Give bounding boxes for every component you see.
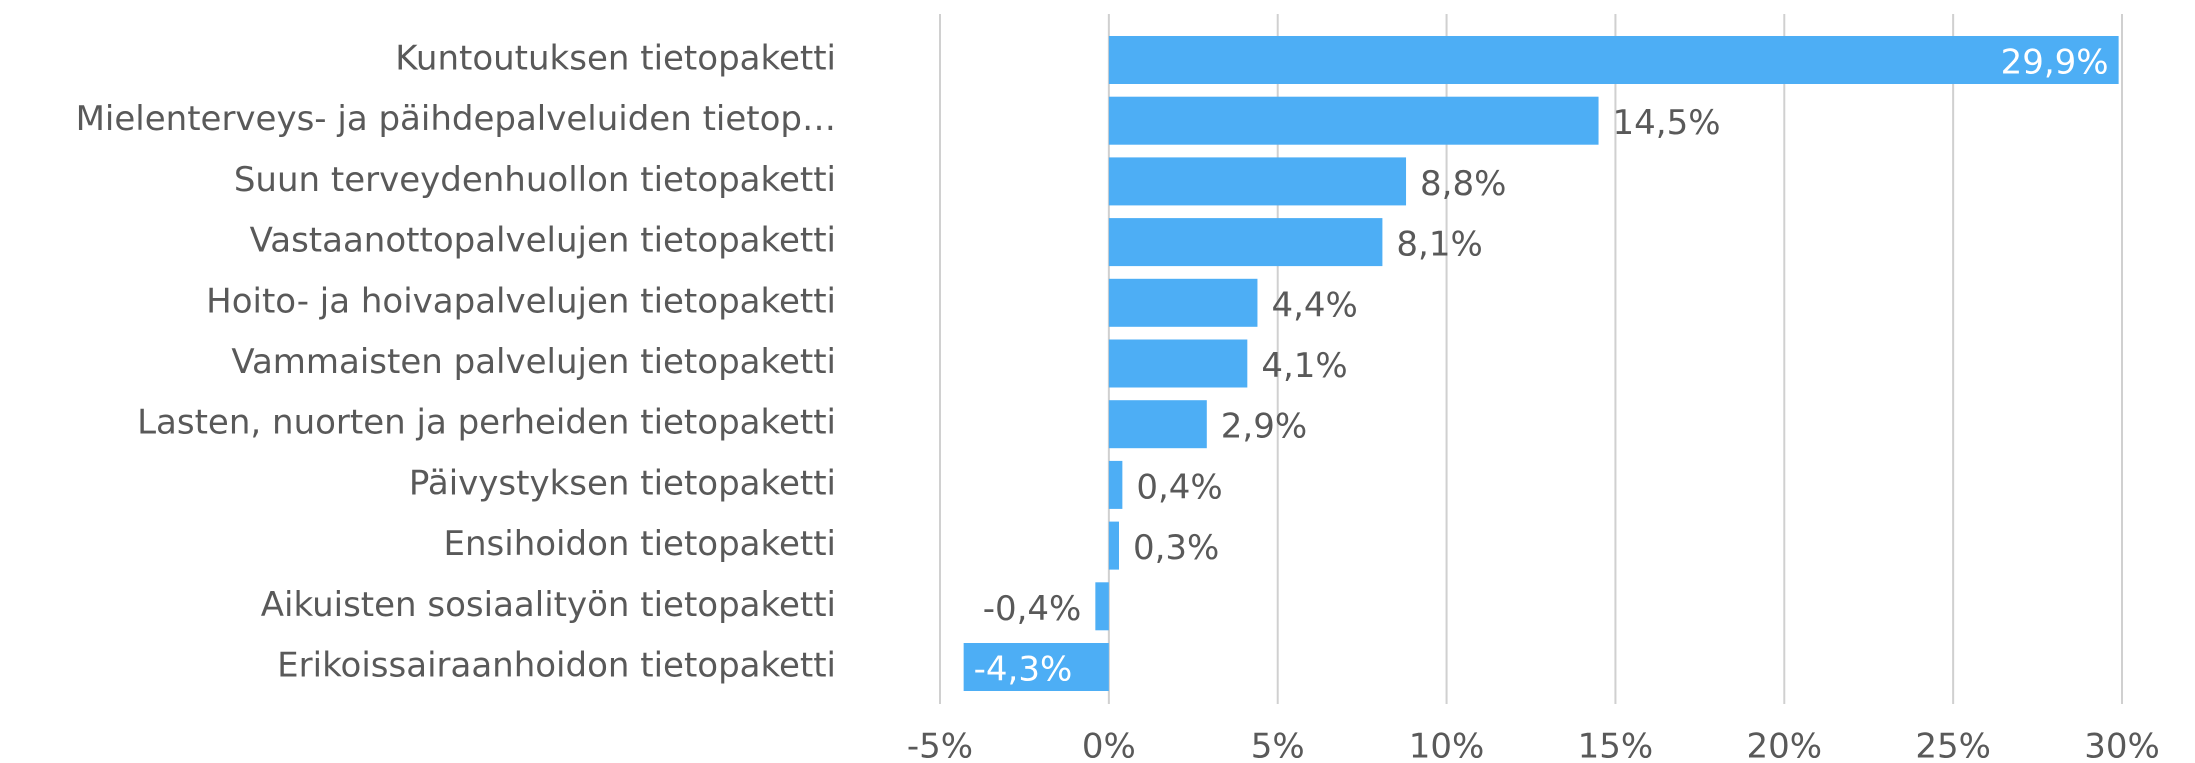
bar xyxy=(1108,157,1407,206)
x-tick-label: 30% xyxy=(2084,727,2160,763)
x-tick-label: 0% xyxy=(1082,727,1136,763)
bar xyxy=(1108,460,1123,509)
x-tick-label: 25% xyxy=(1915,727,1991,763)
bar xyxy=(1108,278,1258,327)
data-label: 0,4% xyxy=(1136,467,1222,507)
y-tick-label: Erikoissairaanhoidon tietopaketti xyxy=(277,646,836,686)
y-tick-label: Aikuisten sosiaalityön tietopaketti xyxy=(261,585,836,625)
bar xyxy=(1108,218,1383,267)
x-tick-label: 15% xyxy=(1578,727,1654,763)
y-tick-label: Lasten, nuorten ja perheiden tietopakett… xyxy=(137,403,836,443)
data-label: 4,4% xyxy=(1271,285,1357,325)
bar xyxy=(1108,400,1207,449)
bar xyxy=(1095,582,1109,631)
y-tick-label: Ensihoidon tietopaketti xyxy=(444,524,836,564)
y-tick-label: Suun terveydenhuollon tietopaketti xyxy=(234,160,836,200)
y-tick-label: Mielenterveys- ja päihdepalveluiden tiet… xyxy=(76,99,836,139)
data-label: 0,3% xyxy=(1133,528,1219,568)
data-label: 2,9% xyxy=(1221,407,1307,447)
x-tick-label: 10% xyxy=(1409,727,1485,763)
data-label: 29,9% xyxy=(2001,43,2109,83)
data-label: -4,3% xyxy=(974,650,1073,690)
bar xyxy=(1108,339,1248,388)
data-label: 14,5% xyxy=(1613,103,1721,143)
y-tick-label: Hoito- ja hoivapalvelujen tietopaketti xyxy=(206,281,836,321)
x-tick-label: 20% xyxy=(1746,727,1822,763)
x-tick-label: 5% xyxy=(1251,727,1305,763)
data-label: 8,1% xyxy=(1396,225,1482,265)
data-label: 4,1% xyxy=(1261,346,1347,386)
bar xyxy=(1108,521,1119,570)
x-tick-label: -5% xyxy=(907,727,973,763)
bar xyxy=(963,643,1109,691)
bar xyxy=(1108,36,2119,84)
bar xyxy=(1108,96,1599,145)
data-label: -0,4% xyxy=(983,589,1082,629)
y-tick-label: Kuntoutuksen tietopaketti xyxy=(395,39,836,79)
y-tick-label: Vastaanottopalvelujen tietopaketti xyxy=(250,221,836,261)
y-tick-label: Päivystyksen tietopaketti xyxy=(409,463,836,503)
y-tick-label: Vammaisten palvelujen tietopaketti xyxy=(231,342,836,382)
data-label: 8,8% xyxy=(1420,164,1506,204)
